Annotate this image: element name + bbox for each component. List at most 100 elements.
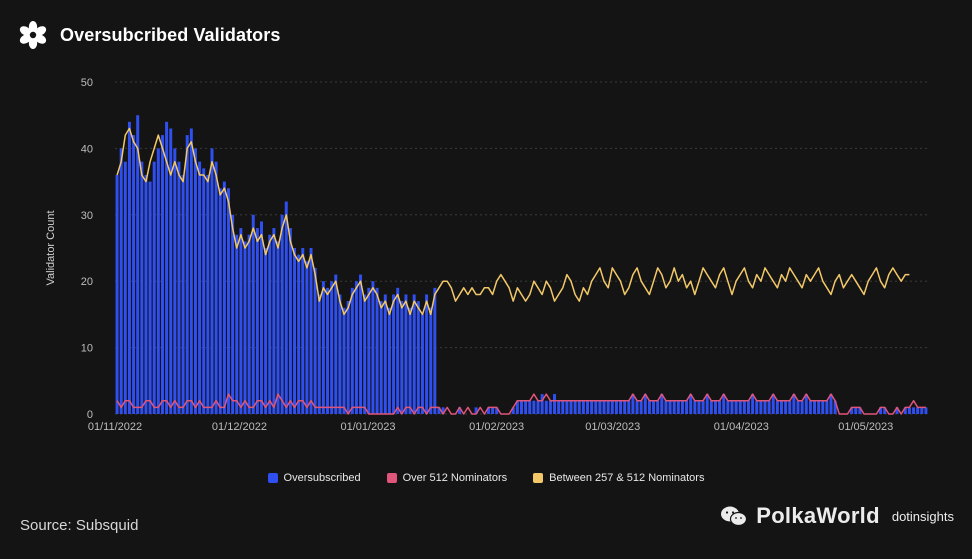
bar [396, 287, 400, 414]
bar [784, 400, 788, 414]
bar [643, 394, 647, 414]
bar [788, 400, 792, 414]
bar [165, 121, 169, 414]
bar [767, 400, 771, 414]
bar [123, 161, 127, 414]
bar [590, 400, 594, 414]
bar [730, 400, 734, 414]
bar [350, 287, 354, 414]
bar [272, 228, 276, 414]
bar [127, 121, 131, 414]
legend-swatch-between [533, 473, 544, 483]
y-tick-label: 20 [81, 276, 93, 288]
bar [792, 394, 796, 414]
chart: 0 10 20 30 40 50 Validator Count 01/11/2022 01/1… [45, 77, 928, 433]
bar [821, 400, 825, 414]
bar [705, 394, 709, 414]
bar [416, 301, 420, 414]
y-tick-label: 30 [81, 210, 93, 222]
bar [854, 407, 858, 414]
bar [524, 400, 528, 414]
bar [152, 161, 156, 414]
bar [800, 400, 804, 414]
bar [602, 400, 606, 414]
bar [734, 400, 738, 414]
bar [895, 407, 899, 414]
bar [301, 248, 305, 414]
bar [132, 135, 136, 414]
bar [408, 307, 412, 414]
bar [813, 400, 816, 414]
header: Oversubcribed Validators [18, 18, 280, 52]
bar [775, 400, 779, 414]
legend-item-oversubscribed[interactable]: Oversubscribed [267, 472, 361, 484]
bar [313, 267, 317, 414]
bar [309, 248, 313, 414]
legend-label: Oversubscribed [283, 472, 361, 484]
bar [305, 261, 309, 414]
bar [420, 314, 424, 414]
bar [751, 394, 755, 414]
bar [557, 400, 561, 414]
bar [379, 301, 383, 414]
x-tick-label: 01/12/2022 [212, 421, 267, 433]
watermark-brand: PolkaWorld [756, 503, 880, 528]
bar [689, 394, 693, 414]
bar [693, 400, 697, 414]
bar [264, 248, 268, 414]
bar [136, 115, 140, 414]
x-tick-label: 01/01/2023 [340, 421, 395, 433]
bar [924, 407, 928, 414]
bar [656, 400, 660, 414]
bar [883, 407, 887, 414]
bar [722, 394, 726, 414]
x-tick-label: 01/02/2023 [469, 421, 524, 433]
bar [610, 400, 614, 414]
bar [528, 400, 532, 414]
bar [614, 400, 618, 414]
bar [664, 400, 668, 414]
bar [701, 400, 705, 414]
bar [680, 400, 684, 414]
bar [544, 400, 548, 414]
bar [375, 287, 379, 414]
bar [387, 307, 391, 414]
bar [763, 400, 767, 414]
bar [808, 400, 812, 414]
bar [742, 400, 746, 414]
bar [718, 400, 722, 414]
y-axis-label: Validator Count [45, 210, 57, 285]
bar [759, 400, 763, 414]
bar [334, 274, 338, 414]
bar [709, 400, 713, 414]
bar [676, 400, 680, 414]
bar [243, 241, 247, 414]
legend: Oversubscribed Over 512 Nominators Betwe… [0, 472, 972, 484]
bar [392, 294, 396, 414]
bar [804, 394, 808, 414]
bar [631, 394, 635, 414]
x-tick-label: 01/05/2023 [838, 421, 893, 433]
bar [297, 254, 301, 414]
bar [561, 400, 565, 414]
bar [441, 407, 445, 414]
legend-item-over512[interactable]: Over 512 Nominators [386, 472, 507, 484]
bar [160, 135, 164, 414]
bar [520, 400, 523, 414]
bar [586, 400, 590, 414]
bar [235, 234, 239, 414]
bar [280, 214, 284, 414]
bar [635, 400, 639, 414]
bar [198, 161, 202, 414]
bar [425, 294, 429, 414]
x-tick-label: 01/03/2023 [585, 421, 640, 433]
bar [181, 174, 185, 414]
bar [404, 294, 408, 414]
bar [573, 400, 577, 414]
bar [260, 221, 263, 414]
legend-item-between[interactable]: Between 257 & 512 Nominators [533, 472, 704, 484]
bar [598, 400, 602, 414]
bar [850, 407, 854, 414]
page-title: Oversubcribed Validators [60, 24, 281, 45]
bar [400, 301, 404, 414]
